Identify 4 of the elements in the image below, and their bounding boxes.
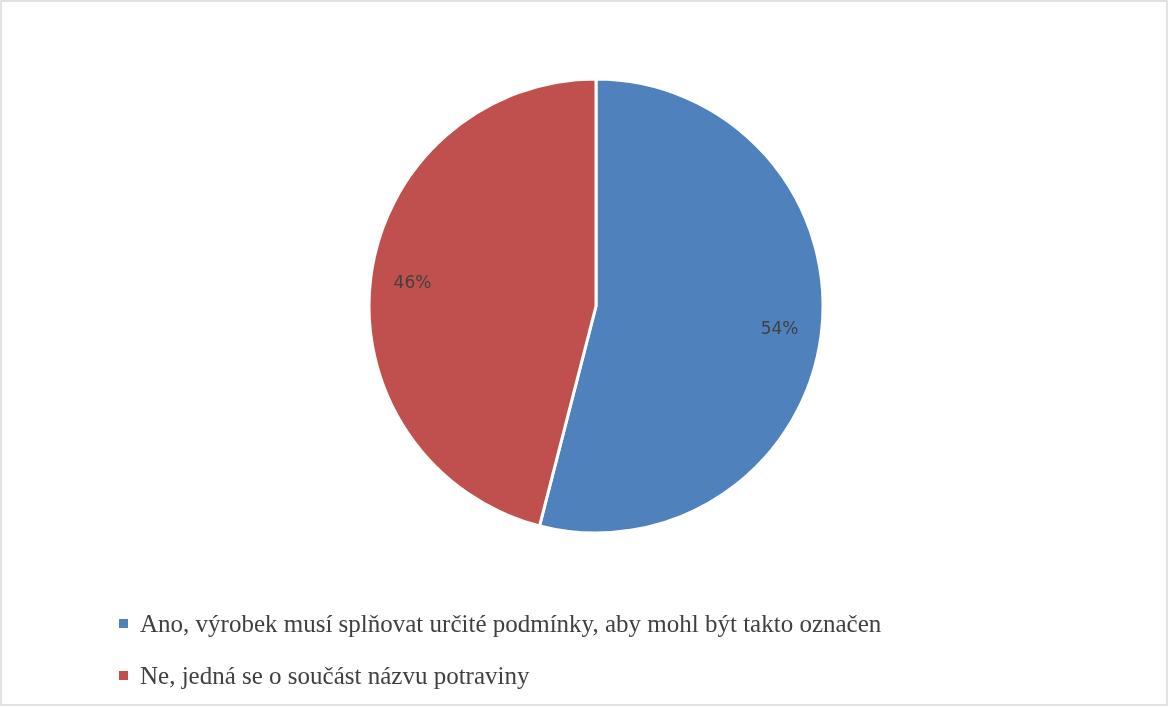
legend-label: Ano, výrobek musí splňovat určité podmínky, aby mohl být takto označen [140,609,882,637]
data-label: 54% [760,318,799,339]
data-label: 46% [393,271,432,292]
legend-label: Ne, jedná se o součást názvu potraviny [140,661,530,689]
